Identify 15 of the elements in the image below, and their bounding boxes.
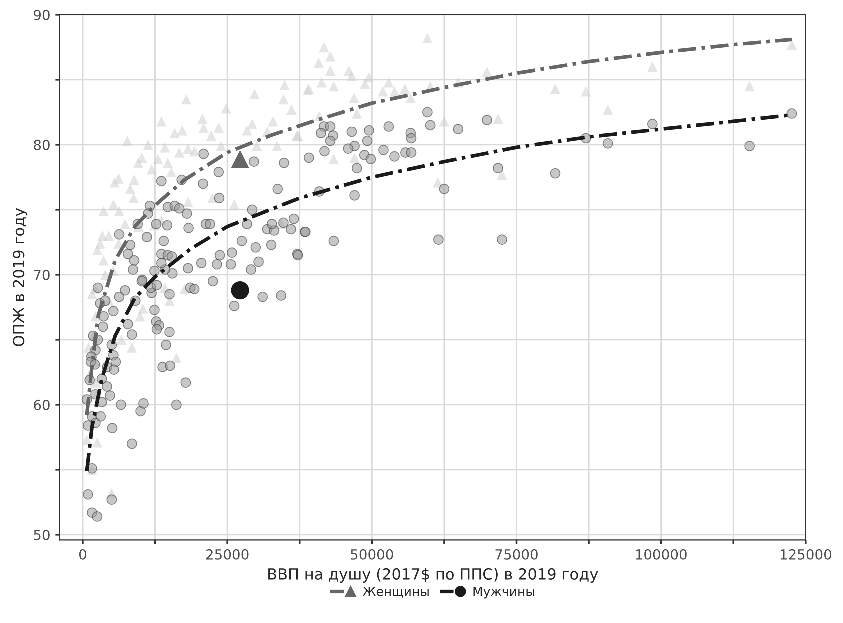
- legend-label: Женщины: [362, 586, 429, 598]
- x-tick-label: 75000: [496, 549, 538, 560]
- x-tick-label: 125000: [780, 549, 832, 560]
- x-tick-label: 0: [79, 549, 86, 560]
- y-tick-label: 90: [34, 10, 50, 20]
- x-axis-title: ВВП на душу (2017$ по ППС) в 2019 году: [268, 568, 598, 583]
- y-tick-label: 60: [34, 400, 50, 410]
- y-tick-label: 80: [34, 140, 50, 150]
- y-tick-label: 50: [34, 530, 50, 540]
- x-tick-label: 25000: [206, 549, 249, 560]
- legend-label: Мужчины: [474, 586, 534, 599]
- y-tick-label: 70: [34, 270, 50, 280]
- y-axis-title: ОПЖ в 2019 году: [13, 208, 28, 346]
- x-tick-label: 100000: [636, 549, 687, 560]
- x-tick-label: 50000: [351, 549, 394, 560]
